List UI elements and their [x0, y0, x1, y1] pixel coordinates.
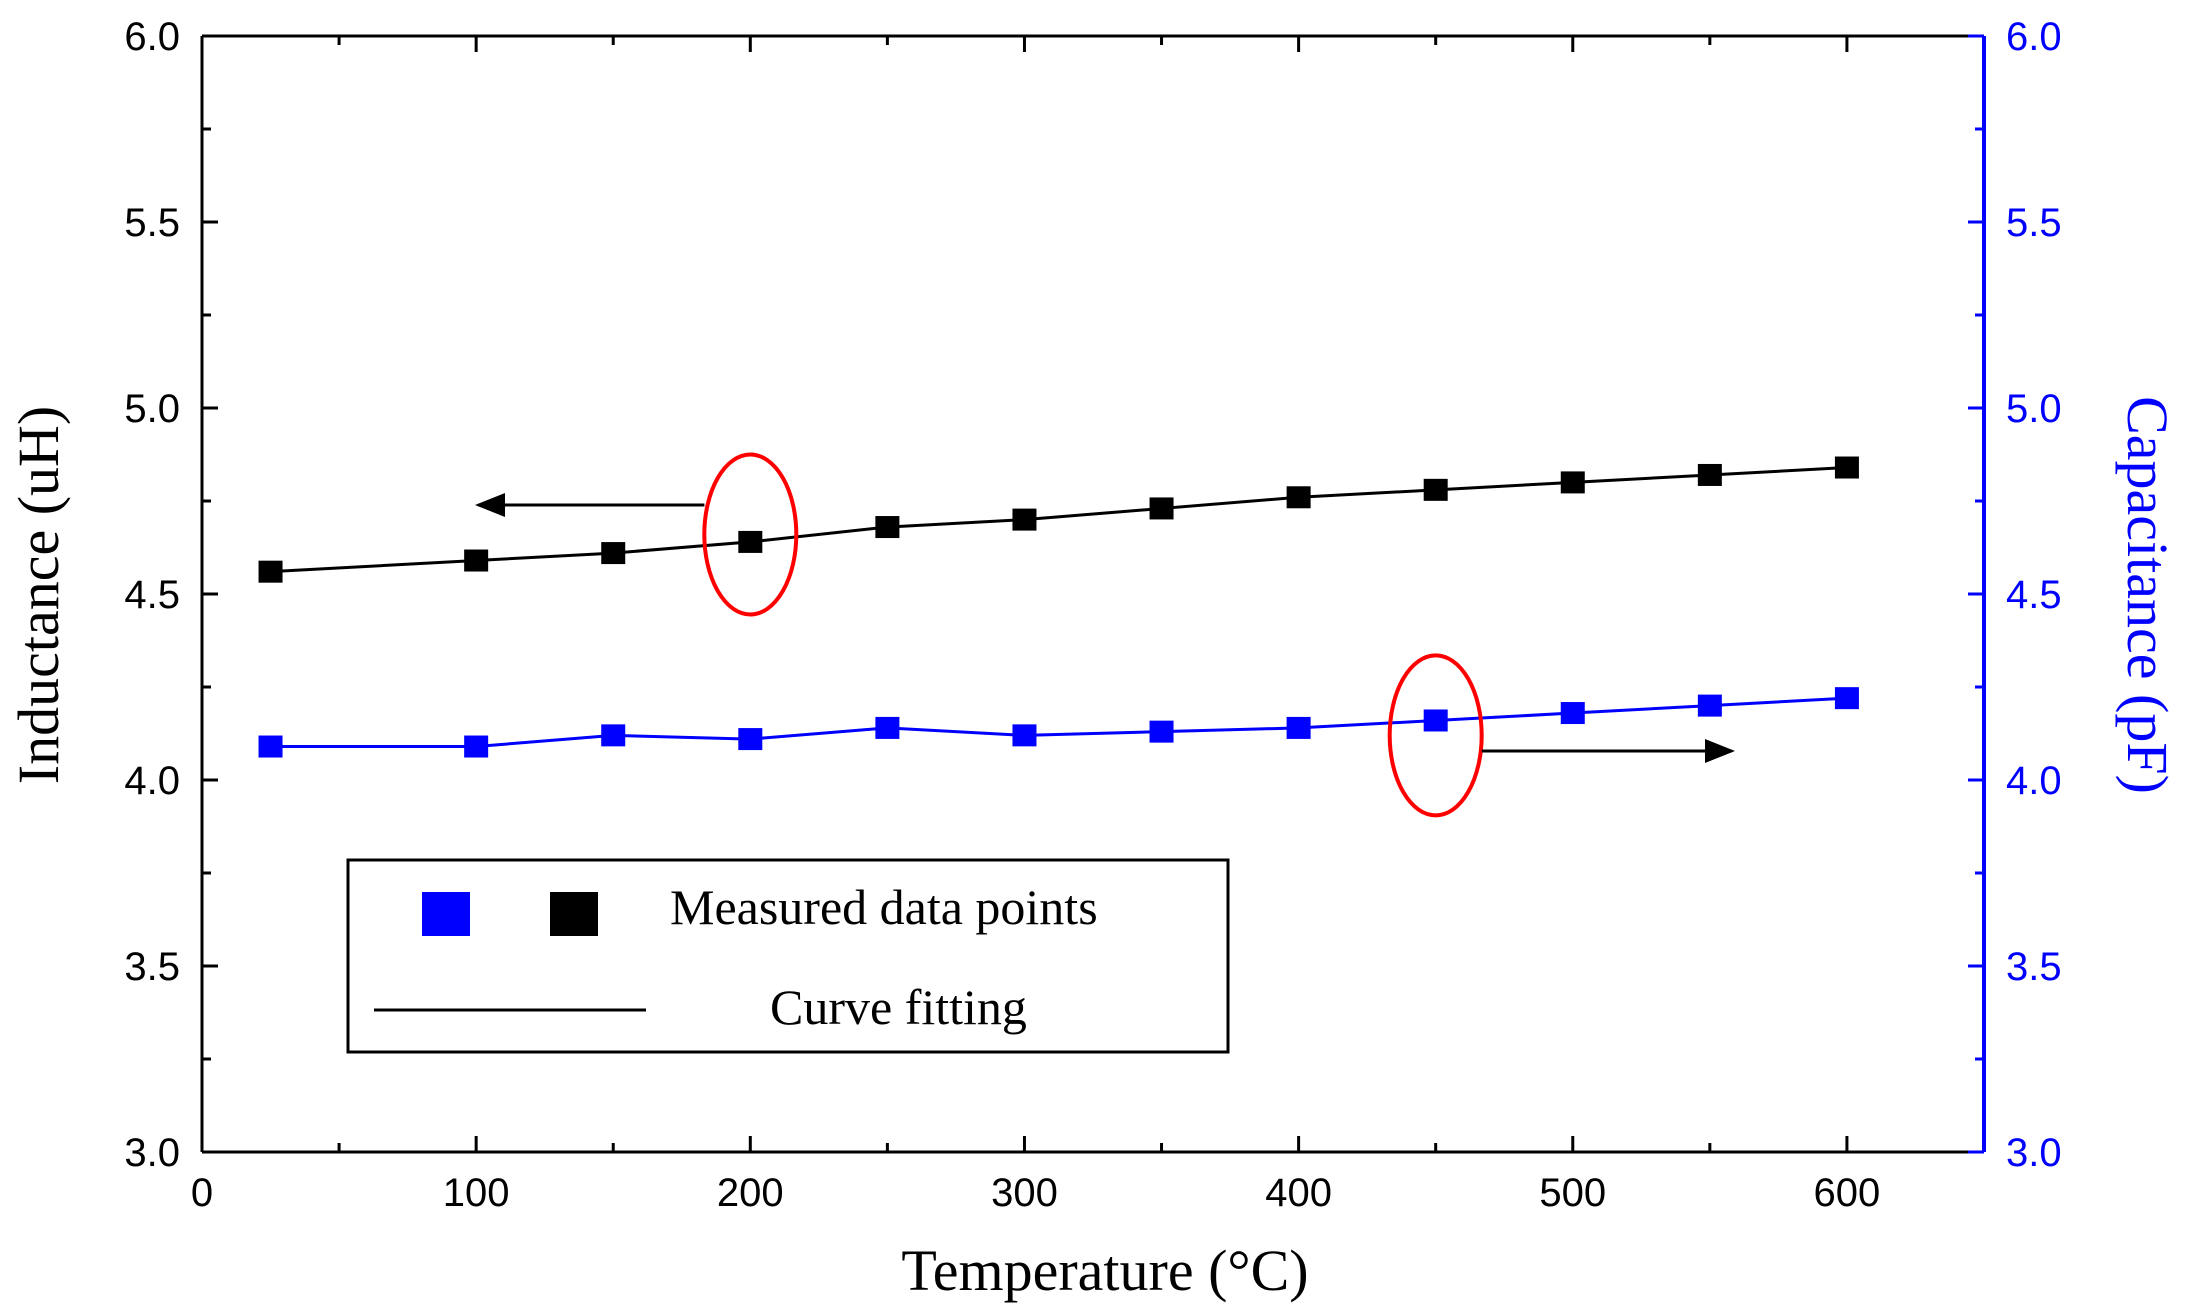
- inductance-data-point: [1834, 456, 1859, 479]
- right-axis-title: Capacitance (pF): [2115, 396, 2180, 794]
- legend-line-label: Curve fitting: [770, 979, 1027, 1035]
- inductance-data-point: [1560, 471, 1585, 494]
- left-tick-label: 4.5: [124, 573, 180, 617]
- x-tick-label: 600: [1814, 1171, 1881, 1215]
- annotations: [475, 452, 1735, 818]
- left-tick-label: 6.0: [124, 15, 180, 59]
- capacitance-data-point: [1834, 687, 1859, 710]
- inductance-data-point: [1423, 478, 1448, 501]
- fit-lines: [270, 466, 1848, 749]
- right-tick-label: 3.5: [2006, 945, 2062, 989]
- capacitance-data-point: [738, 728, 763, 751]
- left-tick-label: 4.0: [124, 759, 180, 803]
- left-tick-label: 3.5: [124, 945, 180, 989]
- inductance-data-point: [601, 542, 626, 565]
- markers: [258, 456, 1859, 758]
- left-tick-label: 5.0: [124, 387, 180, 431]
- left-axis-title: Inductance (uH): [6, 406, 71, 784]
- inductance-data-point: [258, 560, 283, 583]
- fit-line-capacitance: [270, 696, 1848, 749]
- capacitance-data-point: [464, 735, 489, 758]
- capacitance-data-point: [1697, 694, 1722, 717]
- inductance-data-point: [464, 549, 489, 572]
- capacitance-data-point: [1149, 720, 1174, 743]
- inductance-data-point: [1697, 463, 1722, 486]
- inductance-data-point: [1012, 508, 1037, 531]
- legend-box: [346, 858, 1230, 1054]
- legend-marker-black: [550, 892, 598, 936]
- left-tick-label: 5.5: [124, 201, 180, 245]
- x-tick-label: 500: [1539, 1171, 1606, 1215]
- right-tick-label: 4.0: [2006, 759, 2062, 803]
- inductance-data-point: [1149, 497, 1174, 520]
- right-tick-label: 6.0: [2006, 15, 2062, 59]
- capacitance-data-point: [1423, 709, 1448, 732]
- ticks: 0 100 200 300 400 500 600 3.0 3.0 3.5 3.5 4.0 4.0 4.5…: [124, 15, 2061, 1215]
- capacitance-data-point: [1012, 724, 1037, 747]
- left-tick-label: 3.0: [124, 1131, 180, 1175]
- highlight-ellipse-capacitance: [1387, 653, 1484, 818]
- x-tick-label: 400: [1265, 1171, 1332, 1215]
- legend: Measured data points Curve fitting: [346, 858, 1230, 1054]
- x-tick-label: 100: [443, 1171, 510, 1215]
- inductance-data-point: [1286, 486, 1311, 509]
- capacitance-data-point: [875, 716, 900, 739]
- fit-line-inductance: [270, 466, 1848, 574]
- x-tick-label: 0: [191, 1171, 213, 1215]
- capacitance-data-point: [1560, 702, 1585, 725]
- right-tick-label: 5.0: [2006, 387, 2062, 431]
- legend-points-label: Measured data points: [670, 879, 1098, 935]
- capacitance-data-point: [1286, 716, 1311, 739]
- capacitance-data-point: [601, 724, 626, 747]
- right-tick-label: 5.5: [2006, 201, 2062, 245]
- right-tick-label: 4.5: [2006, 573, 2062, 617]
- capacitance-data-point: [258, 735, 283, 758]
- x-tick-label: 300: [991, 1171, 1058, 1215]
- inductance-data-point: [875, 516, 900, 539]
- legend-marker-blue: [422, 892, 470, 936]
- right-tick-label: 3.0: [2006, 1131, 2062, 1175]
- highlight-ellipse-inductance: [702, 452, 799, 617]
- x-tick-label: 200: [717, 1171, 784, 1215]
- x-axis-title: Temperature (°C): [901, 1238, 1308, 1303]
- inductance-data-point: [738, 530, 763, 553]
